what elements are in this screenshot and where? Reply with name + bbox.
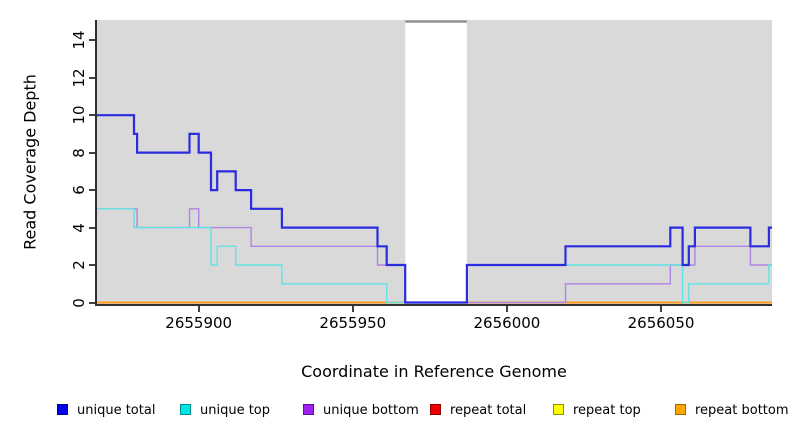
legend-swatch-icon [57,404,68,415]
y-tick-label: 2 [70,260,88,270]
x-tick-label: 2655950 [319,314,387,332]
x-tick-label: 2655900 [165,314,233,332]
legend-item-unique-bottom: unique bottom [303,399,419,418]
legend-item-unique-top: unique top [180,399,271,418]
legend-item-repeat-top: repeat top [553,399,641,418]
y-tick [89,39,95,42]
legend-label: unique total [77,403,156,418]
x-axis-line [95,304,772,306]
x-tick [505,306,508,312]
y-tick [89,226,95,229]
legend-swatch-icon [430,404,441,415]
y-tick-label: 4 [70,222,88,233]
y-tick [89,189,95,192]
legend-swatch-icon [675,404,686,415]
y-tick [89,76,95,79]
y-tick-label: 10 [70,105,88,125]
plot-panel [97,20,772,304]
y-tick [89,151,95,154]
y-tick [89,114,95,117]
legend-label: repeat total [450,403,527,418]
x-tick-label: 2656000 [473,314,541,332]
legend-item-repeat-total: repeat total [430,399,527,418]
x-tick-label: 2656050 [627,314,695,332]
gap-region [405,20,467,303]
legend-item-repeat-bottom: repeat bottom [675,399,789,418]
y-tick-label: 14 [70,30,88,50]
legend-item-unique-total: unique total [57,399,156,418]
y-tick-label: 8 [70,147,88,158]
x-axis-title: Coordinate in Reference Genome [301,362,567,381]
legend-swatch-icon [303,404,314,415]
y-tick-label: 0 [70,297,88,308]
series-line-unique-top [97,208,772,304]
y-axis-line [95,20,97,306]
x-tick [351,306,354,312]
legend-swatch-icon [180,404,191,415]
y-tick [89,301,95,304]
y-tick [89,264,95,267]
x-tick [197,306,200,312]
y-tick-label: 12 [70,68,88,88]
legend-label: unique top [200,403,271,418]
legend-label: repeat bottom [695,403,789,418]
y-axis-title: Read Coverage Depth [20,74,40,250]
legend-swatch-icon [553,404,564,415]
coverage-plot-svg [97,20,772,304]
series-line-unique-total [97,114,772,304]
legend-label: unique bottom [323,403,419,418]
y-tick-label: 6 [70,185,88,195]
legend-label: repeat top [573,403,641,418]
x-tick [660,306,663,312]
